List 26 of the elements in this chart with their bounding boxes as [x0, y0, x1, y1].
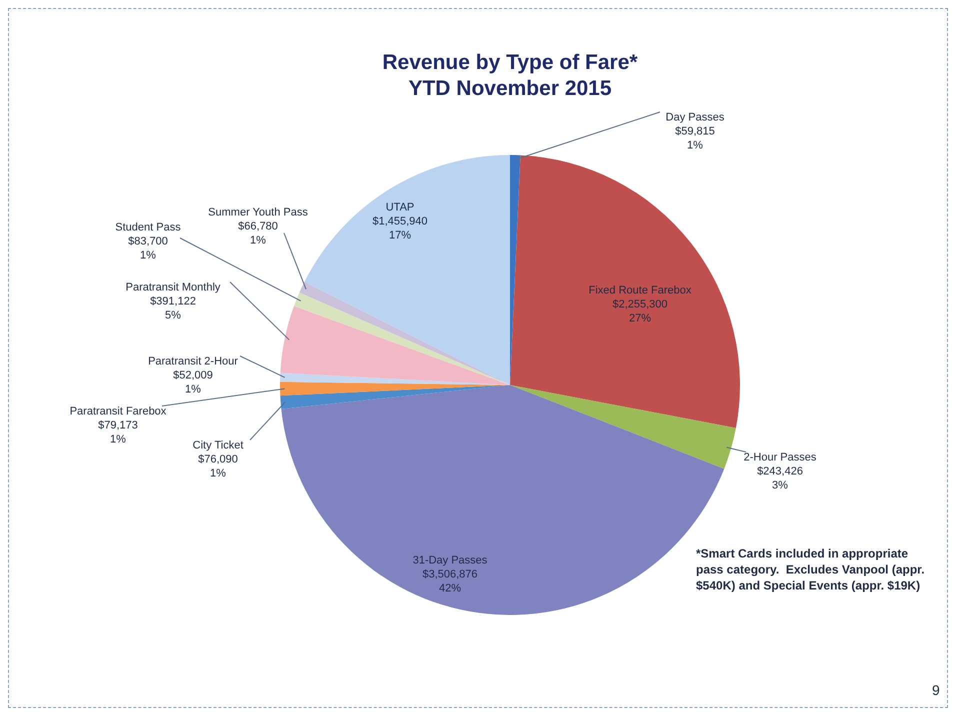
text: *Smart Cards included in appropriate pass category. Excludes Vanpool (appr. $540K) and Special Events (appr. $19K): [696, 546, 925, 592]
slice-label: 31-Day Passes: [412, 554, 488, 567]
chart-title: Revenue by Type of Fare*: [381, 50, 639, 76]
slice-label: Summer Youth Pass: [208, 206, 308, 219]
data-label: $79,173 1%: [98, 420, 138, 446]
slice-label: Student Pass: [115, 222, 182, 234]
data-label: $1,455,940 17%: [372, 216, 428, 242]
data-label: $2,255,300 27%: [612, 298, 668, 325]
data-label: $83,700 1%: [128, 236, 168, 262]
slice-label: Paratransit 2-Hour: [148, 356, 238, 368]
data-label: $243,426 3%: [757, 466, 803, 492]
data-label: $76,090 1%: [198, 454, 238, 480]
data-label: $3,506,876 42%: [422, 568, 478, 595]
text: 9: [932, 682, 940, 698]
slice-label: Day Passes: [666, 112, 725, 124]
data-label: $391,122 5%: [150, 296, 196, 322]
slice-label: 2-Hour Passes: [744, 452, 817, 464]
chart-subtitle: YTD November 2015: [407, 76, 613, 102]
slice-label: Fixed Route Farebox: [588, 284, 692, 297]
data-label: $52,009 1%: [173, 370, 213, 396]
slice-label: UTAP: [386, 202, 414, 214]
data-label: $66,780 1%: [238, 220, 278, 247]
slice-label: City Ticket: [192, 440, 244, 452]
data-label: $59,815 1%: [675, 126, 715, 152]
slice-label: Paratransit Farebox: [70, 406, 167, 418]
slice-label: Paratransit Monthly: [126, 282, 221, 294]
